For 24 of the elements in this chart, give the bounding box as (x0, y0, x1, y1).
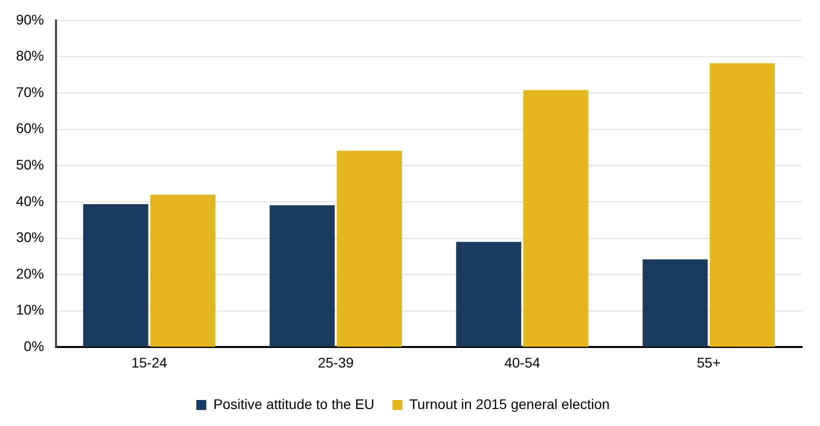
bar (710, 63, 775, 347)
bar (83, 204, 148, 347)
y-tick-label: 10% (16, 302, 44, 318)
bar (336, 150, 402, 347)
bar (270, 205, 335, 347)
x-tick-label: 55+ (696, 354, 721, 370)
bar (523, 90, 588, 347)
x-tick-label: 40-54 (504, 354, 540, 370)
y-tick-label: 90% (16, 11, 44, 28)
x-tick-label: 15-24 (131, 354, 168, 370)
y-tick-label: 0% (24, 338, 44, 354)
x-tick-label: 25-39 (318, 354, 354, 370)
y-tick-label: 30% (16, 229, 44, 246)
bar (642, 259, 708, 347)
y-tick-label: 80% (16, 48, 44, 64)
y-tick-label: 40% (16, 192, 44, 209)
y-tick-label: 50% (16, 156, 44, 173)
y-tick-label: 70% (16, 84, 44, 100)
y-tick-label: 20% (16, 265, 44, 282)
bar (150, 194, 216, 347)
bar (456, 242, 522, 347)
legend-label: Positive attitude to the EU (213, 396, 374, 412)
legend-label: Turnout in 2015 general election (409, 396, 610, 412)
y-tick-label: 60% (16, 120, 44, 136)
